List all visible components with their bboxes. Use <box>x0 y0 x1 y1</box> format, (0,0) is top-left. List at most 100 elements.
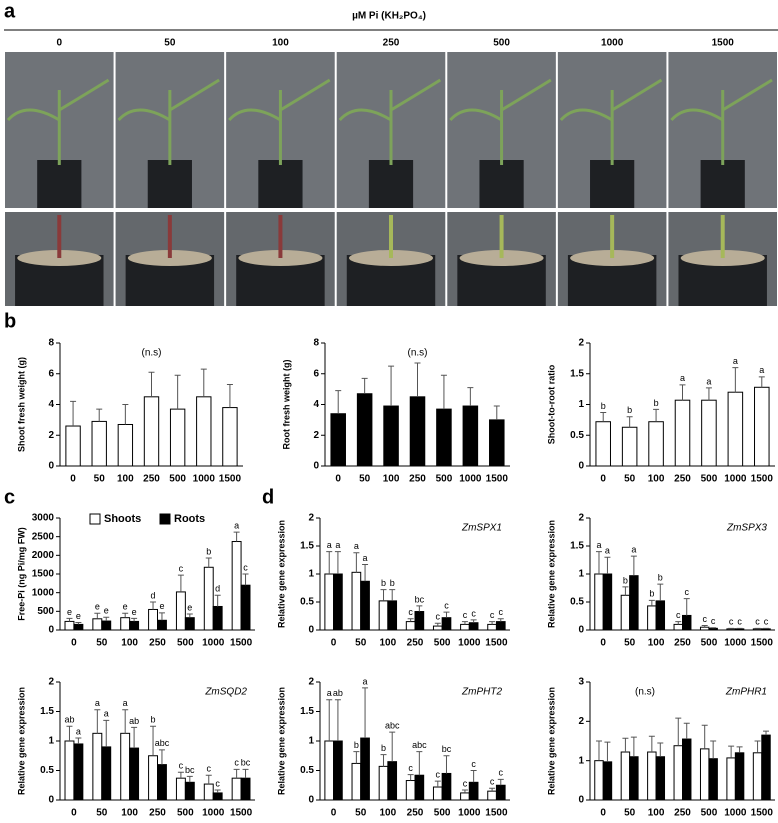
bar <box>629 756 639 801</box>
bar <box>175 777 186 801</box>
bar <box>64 620 75 631</box>
column-label: 0 <box>57 38 63 49</box>
significance-letter: c <box>463 610 468 620</box>
error-bar <box>122 612 129 618</box>
y-tick-label: 1 <box>48 736 54 747</box>
x-tick-label: 100 <box>117 474 134 485</box>
y-tick-label: 1 <box>578 399 584 410</box>
bar <box>330 413 346 467</box>
significance-letter: a <box>733 356 738 366</box>
y-tick-label: 1.5 <box>570 541 584 552</box>
error-bar <box>683 722 690 740</box>
error-bar <box>595 740 602 761</box>
error-bar <box>736 627 743 629</box>
error-bar <box>754 740 761 753</box>
error-bar <box>103 616 110 622</box>
bar <box>101 746 112 801</box>
bar <box>184 617 195 631</box>
y-tick-label: 2 <box>308 513 314 524</box>
x-tick-label: 250 <box>149 638 166 649</box>
gene-name: ZmPHT2 <box>461 687 502 698</box>
error-bar <box>94 612 101 619</box>
bar <box>148 755 158 801</box>
x-tick-label: 250 <box>143 474 160 485</box>
bar <box>222 407 238 467</box>
error-bar <box>754 627 761 629</box>
panel-letter: d <box>262 486 274 508</box>
bar <box>129 747 140 801</box>
bar <box>701 399 717 467</box>
error-bar <box>604 741 611 762</box>
x-tick-label: 1000 <box>459 474 482 485</box>
x-tick-label: 1000 <box>724 808 747 819</box>
x-tick-label: 1500 <box>751 474 774 485</box>
x-tick-label: 0 <box>331 808 337 819</box>
error-bar <box>736 746 743 753</box>
plant <box>449 78 552 165</box>
significance-letter: a <box>363 676 368 686</box>
significance-letter: c <box>444 600 449 610</box>
significance-letter: a <box>95 698 100 708</box>
error-bar <box>75 737 82 744</box>
error-bar <box>489 787 496 792</box>
error-bar <box>214 789 221 793</box>
error-bar <box>705 387 712 401</box>
pot <box>147 160 192 208</box>
error-bar <box>732 367 739 393</box>
y-tick-label: 1000 <box>32 587 55 598</box>
error-bar <box>763 730 770 736</box>
y-axis-label: Shoot fresh weight (g) <box>16 357 26 452</box>
y-tick-label: 0 <box>308 795 314 806</box>
y-tick-label: 1.5 <box>40 706 54 717</box>
significance-letter: c <box>179 761 184 771</box>
error-bar <box>226 384 233 408</box>
x-tick-label: 500 <box>701 474 718 485</box>
bar <box>620 594 631 631</box>
x-tick-label: 1000 <box>193 474 216 485</box>
y-tick-label: 2 <box>578 338 584 349</box>
x-tick-label: 1500 <box>219 474 242 485</box>
x-tick-label: 1500 <box>486 474 509 485</box>
x-tick-label: 250 <box>407 638 424 649</box>
significance-letter: b <box>601 401 606 411</box>
significance-letter: a <box>631 544 636 554</box>
error-bar <box>361 377 368 394</box>
significance-letter: c <box>179 563 184 573</box>
x-tick-label: 500 <box>177 808 194 819</box>
x-tick-label: 500 <box>434 638 451 649</box>
x-tick-label: 50 <box>355 808 367 819</box>
bar <box>655 600 666 631</box>
significance-letter: c <box>499 768 504 778</box>
bar <box>460 623 470 631</box>
bar <box>324 740 335 801</box>
bar <box>460 792 470 801</box>
x-tick-label: 100 <box>648 474 665 485</box>
significance-letter: e <box>187 602 192 612</box>
bar <box>432 786 443 801</box>
bar <box>629 575 639 631</box>
error-bar <box>622 586 629 596</box>
x-tick-label: 100 <box>380 638 397 649</box>
significance-letter: b <box>381 578 386 588</box>
x-tick-label: 1000 <box>724 638 747 649</box>
error-bar <box>763 627 770 629</box>
bar <box>351 571 362 631</box>
y-axis-label: Relative gene expression <box>546 520 556 628</box>
error-bar <box>657 742 664 757</box>
x-tick-label: 1500 <box>485 638 508 649</box>
bar <box>708 627 718 631</box>
error-bar <box>701 625 708 628</box>
bar <box>240 584 251 631</box>
bar <box>602 761 613 801</box>
bar <box>620 751 631 801</box>
bar <box>157 619 167 631</box>
significance-letter: a <box>123 698 128 708</box>
pot <box>258 160 303 208</box>
bar <box>405 780 416 801</box>
significance-letter: c <box>490 777 495 787</box>
significance-letter: e <box>67 607 72 617</box>
bar <box>734 628 745 631</box>
x-tick-label: 1000 <box>458 638 481 649</box>
bar <box>157 764 167 801</box>
bar <box>727 391 744 467</box>
